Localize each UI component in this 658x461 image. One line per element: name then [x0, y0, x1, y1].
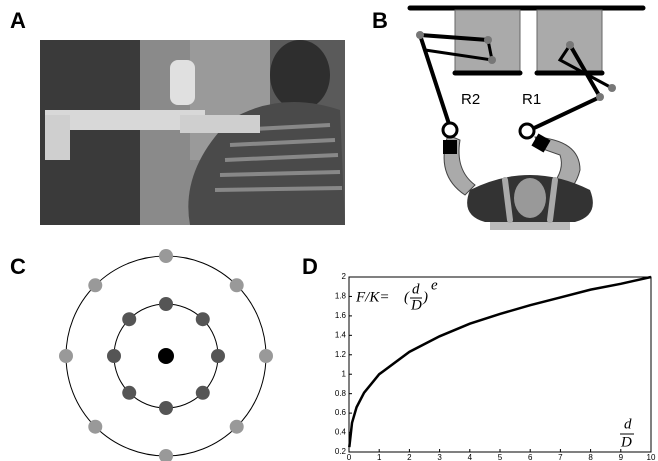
robot-label: R1 [522, 91, 541, 108]
curve [349, 277, 651, 447]
y-tick-label: 1.2 [335, 350, 347, 359]
formula: F/K= [355, 289, 389, 305]
robot-diagram [410, 8, 643, 230]
inner-target [107, 349, 121, 363]
outer-target [230, 420, 244, 434]
y-tick-label: 1.4 [335, 330, 347, 339]
figure: R2 R1 A B C D F/K= ( d D ) e d D 0 1 2 3 4 5 6… [0, 0, 658, 461]
target-layout [59, 249, 273, 461]
x-tick-label: 10 [647, 453, 656, 461]
y-tick-label: 1.6 [335, 311, 347, 320]
formula: ( [404, 289, 410, 305]
y-tick-label: 2 [342, 272, 347, 281]
inner-target [122, 386, 136, 400]
panel-label: D [302, 254, 318, 279]
inner-target [122, 312, 136, 326]
chart: F/K= ( d D ) e d D 0 1 2 3 4 5 6 7 8 9 10 0.2 0.4 0.6… [335, 272, 656, 461]
x-tick-label: 6 [528, 453, 533, 461]
x-tick-label: 1 [377, 453, 382, 461]
x-tick-label: 4 [468, 453, 473, 461]
photo [40, 40, 345, 225]
x-tick-label: 3 [437, 453, 442, 461]
y-tick-label: 0.6 [335, 408, 347, 417]
inner-target [196, 312, 210, 326]
formula: e [431, 277, 438, 293]
inner-target [211, 349, 225, 363]
outer-target [88, 420, 102, 434]
formula: D [410, 297, 422, 313]
inner-target [159, 297, 173, 311]
outer-target [230, 278, 244, 292]
inner-target [159, 401, 173, 415]
inner-target [196, 386, 210, 400]
panel-label: B [372, 8, 388, 33]
x-tick-label: 0 [347, 453, 352, 461]
x-tick-label: 5 [498, 453, 503, 461]
y-tick-label: 0.8 [335, 389, 347, 398]
x-tick-label: 7 [558, 453, 563, 461]
formula: d [412, 281, 420, 297]
outer-target [259, 349, 273, 363]
y-tick-label: 1 [342, 369, 347, 378]
y-tick-label: 0.4 [335, 428, 347, 437]
y-tick-label: 1.8 [335, 292, 347, 301]
x-tick-label: 2 [407, 453, 412, 461]
outer-target [159, 449, 173, 461]
outer-target [159, 249, 173, 263]
robot-label: R2 [461, 91, 480, 108]
x-axis-label: D [620, 434, 632, 450]
outer-target [88, 278, 102, 292]
x-tick-label: 8 [588, 453, 593, 461]
formula: ) [422, 289, 428, 305]
panel-label: C [10, 254, 26, 279]
x-tick-label: 9 [619, 453, 624, 461]
x-axis-label: d [624, 416, 632, 432]
y-tick-label: 0.2 [335, 447, 347, 456]
outer-target [59, 349, 73, 363]
panel-label: A [10, 8, 26, 33]
page: {"panel_labels": ["A", "B", "C", "D"], "… [0, 0, 658, 461]
